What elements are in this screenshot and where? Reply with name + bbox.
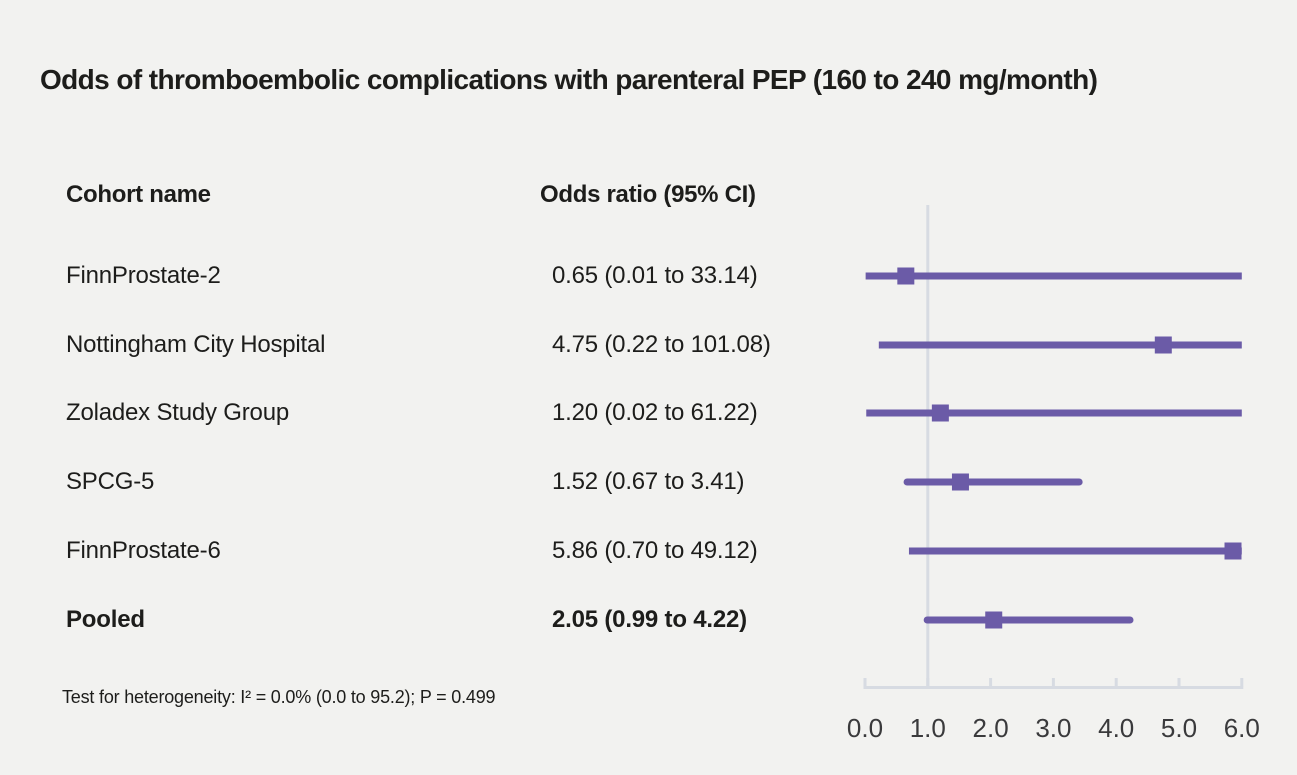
x-axis-tick-label: 5.0 (1161, 713, 1197, 743)
heterogeneity-footnote: Test for heterogeneity: I² = 0.0% (0.0 t… (62, 687, 496, 707)
x-axis-tick-label: 2.0 (973, 713, 1009, 743)
x-axis-tick-label: 3.0 (1035, 713, 1071, 743)
odds-ratio-marker (897, 267, 915, 285)
odds-ratio-value: 1.52 (0.67 to 3.41) (552, 468, 745, 495)
odds-ratio-value: 4.75 (0.22 to 101.08) (552, 331, 771, 358)
odds-ratio-value: 1.20 (0.02 to 61.22) (552, 399, 758, 426)
odds-ratio-marker (1224, 542, 1242, 560)
odds-ratio-value: 5.86 (0.70 to 49.12) (552, 537, 758, 564)
odds-ratio-value-pooled: 2.05 (0.99 to 4.22) (552, 606, 747, 633)
pooled-estimate-marker (985, 611, 1003, 629)
cohort-name: FinnProstate-6 (66, 537, 221, 564)
odds-ratio-marker (951, 473, 969, 491)
x-axis-tick-label: 6.0 (1224, 713, 1260, 743)
cohort-name: FinnProstate-2 (66, 262, 221, 289)
cohort-name: SPCG-5 (66, 468, 155, 495)
column-header-odds-ratio: Odds ratio (95% CI) (540, 181, 756, 208)
x-axis-tick-label: 1.0 (910, 713, 946, 743)
x-axis-tick-label: 4.0 (1098, 713, 1134, 743)
cohort-name-pooled: Pooled (66, 606, 145, 633)
odds-ratio-marker (931, 404, 949, 422)
column-header-cohort-name: Cohort name (66, 181, 211, 208)
odds-ratio-value: 0.65 (0.01 to 33.14) (552, 262, 758, 289)
x-axis-tick-label: 0.0 (847, 713, 883, 743)
odds-ratio-marker (1154, 336, 1172, 354)
chart-title: Odds of thromboembolic complications wit… (40, 64, 1098, 95)
cohort-name: Nottingham City Hospital (66, 331, 326, 358)
cohort-name: Zoladex Study Group (66, 399, 289, 426)
